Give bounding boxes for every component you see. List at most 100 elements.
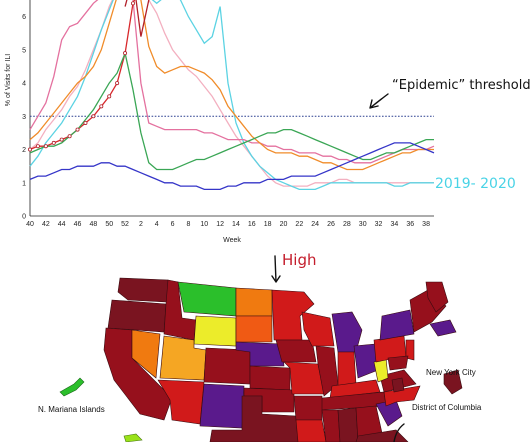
state-minnesota	[271, 289, 315, 341]
data-point-marker	[35, 144, 40, 149]
data-point-marker	[115, 81, 120, 86]
y-tick-label: 4	[22, 81, 26, 88]
series-line-3	[29, 0, 434, 171]
state-arkansas	[293, 395, 323, 421]
puerto-rico-shape	[123, 433, 143, 442]
y-tick-label: 6	[22, 14, 26, 21]
state-new-york	[379, 309, 415, 341]
x-tick-label: 16	[248, 221, 256, 228]
y-tick-label: 3	[22, 114, 26, 121]
data-point-marker	[59, 137, 64, 142]
state-maryland	[387, 355, 409, 371]
x-tick-label: 46	[74, 221, 82, 228]
data-point-marker	[130, 1, 135, 6]
data-point-marker	[123, 51, 128, 56]
state-massachusetts	[429, 319, 457, 337]
state-wisconsin	[301, 311, 335, 347]
state-new-mexico	[199, 383, 245, 429]
state-regions	[103, 277, 457, 442]
state-colorado	[203, 347, 251, 385]
state-north-dakota	[235, 287, 273, 317]
state-south-dakota	[235, 315, 273, 343]
x-tick-label: 26	[327, 221, 335, 228]
x-tick-label: 44	[58, 221, 66, 228]
x-tick-label: 12	[216, 221, 224, 228]
state-washington	[117, 277, 169, 303]
state-indiana	[337, 351, 357, 387]
series-line-1	[29, 0, 434, 191]
nyc-inset	[443, 369, 463, 395]
state-missouri	[283, 361, 325, 395]
series-line-2	[29, 0, 435, 164]
x-tick-label: 38	[422, 221, 430, 228]
x-tick-label: 8	[186, 221, 190, 228]
state-wyoming	[193, 315, 237, 347]
y-axis-label: % of Visits for ILI	[5, 54, 12, 106]
x-tick-label: 20	[280, 221, 288, 228]
x-tick-labels: 40 42 44 46 48 50 52 2 4 6 8 10 12 14 16 18 20 22 24 26 28 30…	[26, 221, 430, 228]
state-montana	[177, 281, 237, 317]
x-tick-label: 10	[200, 221, 208, 228]
x-tick-label: 40	[26, 221, 34, 228]
state-oregon	[107, 299, 167, 333]
x-tick-label: 24	[311, 221, 319, 228]
state-north-carolina	[383, 385, 421, 407]
state-ohio	[353, 343, 379, 379]
data-point-marker	[107, 94, 112, 99]
x-tick-label: 14	[232, 221, 240, 228]
series-line-7	[29, 142, 435, 191]
series-line-6	[29, 50, 434, 171]
series-line-5	[124, 0, 150, 37]
data-point-marker	[43, 144, 48, 149]
data-point-marker	[99, 104, 104, 109]
state-mississippi	[321, 409, 341, 442]
x-tick-label: 36	[406, 221, 414, 228]
x-tick-label: 22	[295, 221, 303, 228]
data-point-marker	[75, 127, 80, 132]
high-arrow-icon	[271, 255, 281, 283]
data-point-marker	[91, 114, 96, 119]
threshold-arrow-icon	[369, 93, 389, 109]
x-tick-label: 28	[343, 221, 351, 228]
mariana-label: N. Mariana Islands	[38, 405, 105, 414]
y-tick-label: 0	[22, 214, 26, 221]
data-point-marker	[51, 140, 56, 145]
state-texas	[209, 395, 301, 442]
y-tick-label: 5	[22, 47, 26, 54]
state-arizona	[157, 379, 205, 425]
threshold-annotation: “Epidemic” threshold	[392, 78, 530, 93]
state-michigan	[331, 311, 363, 353]
y-tick-label: 2	[22, 147, 26, 154]
dc-label: District of Columbia	[412, 403, 482, 412]
y-tick-label: 1	[22, 180, 26, 187]
state-alabama	[337, 407, 359, 442]
data-point-marker	[27, 147, 32, 152]
series-lines	[27, 0, 435, 191]
x-tick-label: 18	[264, 221, 272, 228]
high-label: High	[282, 251, 316, 269]
y-tick-labels: 0 1 2 3 4 5 6	[22, 14, 26, 220]
x-tick-label: 4	[155, 221, 159, 228]
bottom-arrow-icon	[393, 423, 405, 442]
data-point-marker	[67, 134, 72, 139]
x-tick-label: 52	[121, 221, 129, 228]
state-kansas	[249, 365, 291, 391]
season-annotation: 2019- 2020	[435, 176, 516, 192]
x-tick-label: 2	[139, 221, 143, 228]
series-line-4	[29, 0, 136, 151]
state-maine	[425, 281, 449, 313]
data-point-marker	[83, 120, 88, 125]
x-tick-label: 32	[375, 221, 383, 228]
x-tick-label: 50	[105, 221, 113, 228]
state-illinois	[315, 345, 339, 397]
mariana-islands-shape	[59, 377, 85, 397]
x-tick-label: 34	[390, 221, 398, 228]
nyc-label: New York City	[426, 368, 476, 377]
x-tick-label: 48	[89, 221, 97, 228]
state-nevada	[131, 329, 161, 379]
x-tick-label: 6	[171, 221, 175, 228]
dc-inset	[391, 377, 405, 393]
state-louisiana	[295, 419, 327, 442]
